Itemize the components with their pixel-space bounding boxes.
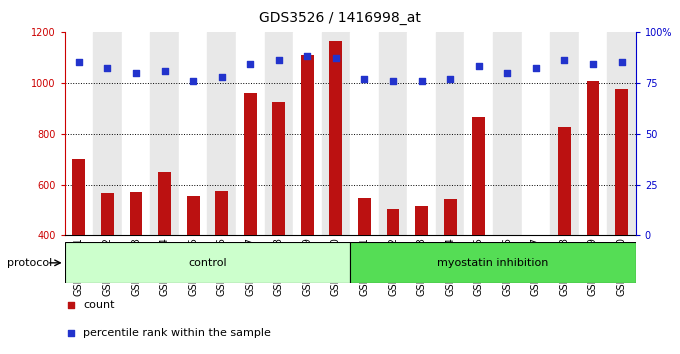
Bar <box>350 32 379 235</box>
Bar <box>207 32 236 235</box>
Point <box>102 66 113 72</box>
Bar <box>301 55 313 235</box>
Bar <box>130 192 142 235</box>
Text: myostatin inhibition: myostatin inhibition <box>437 258 549 268</box>
Bar <box>93 32 122 235</box>
Bar <box>265 32 293 235</box>
Bar <box>65 242 350 283</box>
Bar <box>293 32 322 235</box>
Point <box>530 66 541 72</box>
Bar <box>558 127 571 235</box>
Bar <box>464 32 493 235</box>
Point <box>188 78 199 84</box>
Point <box>66 302 77 307</box>
Bar <box>444 199 456 235</box>
Bar <box>379 32 407 235</box>
Point <box>445 76 456 81</box>
Text: protocol: protocol <box>7 258 52 268</box>
Point <box>588 62 598 67</box>
Point <box>216 74 227 80</box>
Point <box>359 76 370 81</box>
Point <box>616 59 627 65</box>
Point <box>473 64 484 69</box>
Point <box>559 57 570 63</box>
Text: GDS3526 / 1416998_at: GDS3526 / 1416998_at <box>259 11 421 25</box>
Point <box>245 62 256 67</box>
Bar <box>236 32 265 235</box>
Bar <box>550 32 579 235</box>
Point <box>131 70 141 75</box>
Point <box>388 78 398 84</box>
Bar <box>579 32 607 235</box>
Bar <box>273 102 285 235</box>
Bar <box>473 117 485 235</box>
Text: percentile rank within the sample: percentile rank within the sample <box>83 327 271 338</box>
Point <box>66 330 77 336</box>
Bar <box>436 32 464 235</box>
Point <box>330 56 341 61</box>
Bar <box>522 32 550 235</box>
Text: count: count <box>83 299 115 310</box>
Bar <box>73 159 85 235</box>
Bar <box>322 32 350 235</box>
Bar <box>150 32 179 235</box>
Bar <box>607 32 636 235</box>
Bar <box>407 32 436 235</box>
Bar <box>101 193 114 235</box>
Bar <box>387 209 399 235</box>
Bar <box>122 32 150 235</box>
Bar <box>615 89 628 235</box>
Bar <box>493 32 522 235</box>
Bar <box>330 41 342 235</box>
Bar <box>65 32 93 235</box>
Bar <box>216 191 228 235</box>
Point <box>73 59 84 65</box>
Bar <box>244 93 256 235</box>
Bar <box>179 32 207 235</box>
Bar <box>415 206 428 235</box>
Point <box>273 57 284 63</box>
Bar <box>158 172 171 235</box>
Text: control: control <box>188 258 226 268</box>
Bar <box>187 196 199 235</box>
Bar <box>350 242 636 283</box>
Point <box>502 70 513 75</box>
Point <box>159 68 170 73</box>
Point <box>416 78 427 84</box>
Bar <box>358 198 371 235</box>
Point <box>302 53 313 59</box>
Bar <box>587 81 599 235</box>
